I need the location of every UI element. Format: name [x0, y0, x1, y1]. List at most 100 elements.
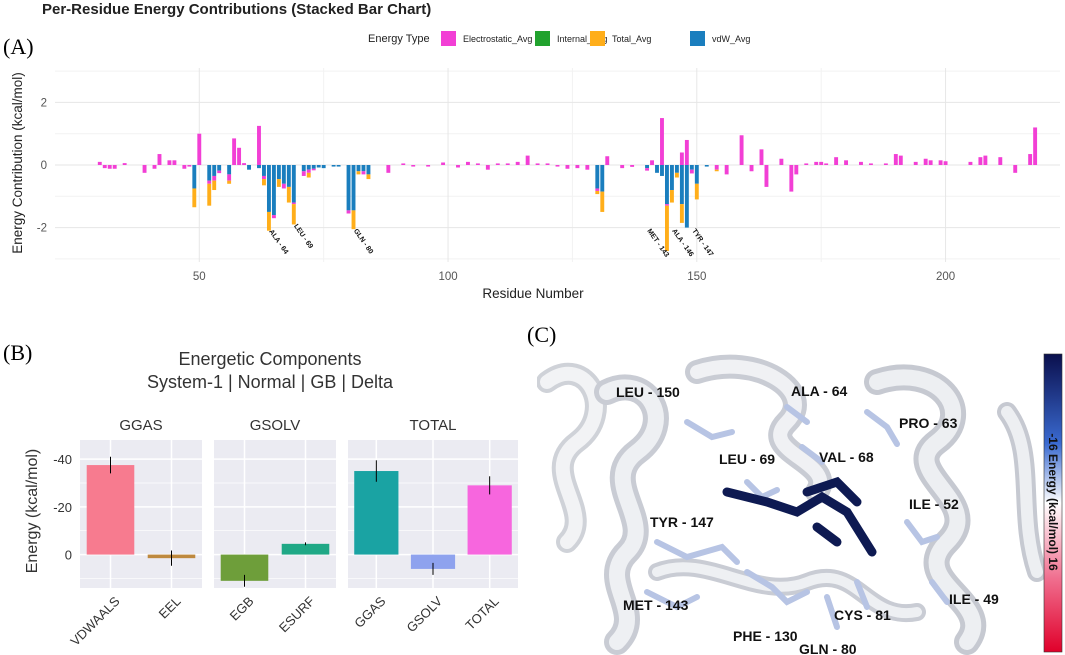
stacked-bar-segment: [266, 165, 271, 212]
stacked-bar-segment: [281, 165, 286, 184]
stacked-bar-segment: [227, 180, 232, 184]
stacked-bar-segment: [605, 156, 610, 165]
label-pro-63: PRO - 63: [899, 415, 958, 431]
stacked-bar-segment: [122, 163, 127, 165]
stacked-bar-segment: [714, 169, 719, 172]
stacked-bar-segment: [107, 165, 112, 169]
x-tick-label: 200: [936, 271, 955, 283]
legend-swatch: [590, 31, 605, 46]
stacked-bar-segment: [764, 165, 769, 187]
stacked-bar-segment: [192, 165, 197, 189]
stacked-bar-segment: [923, 158, 928, 165]
stacked-bar-segment: [968, 161, 973, 165]
stacked-bar-segment: [928, 160, 933, 165]
stacked-bar-segment: [102, 165, 107, 169]
label-phe-130: PHE - 130: [733, 628, 798, 644]
energy-bar: [410, 554, 456, 569]
facet-strip-label: TOTAL: [410, 417, 457, 434]
stacked-bar-segment: [262, 165, 266, 176]
label-ile-52: ILE - 52: [909, 496, 959, 512]
stacked-bar-segment: [192, 188, 197, 208]
stacked-bar-segment: [351, 210, 356, 230]
legend-title: Energy Type: [368, 33, 430, 45]
panel-b-label: (B): [3, 340, 33, 365]
stacked-bar-segment: [212, 165, 217, 176]
legend-swatch: [441, 31, 456, 46]
colorbar-label: -16 Energy (kcal/mol) 16: [1046, 433, 1060, 571]
stacked-bar-segment: [689, 165, 694, 170]
chart-b-facets: GGAS VDWAALS EEL GSOLV EGB ESURF TOTAL GGAS GSOL…: [53, 417, 518, 649]
stacked-bar-segment: [271, 215, 276, 219]
stacked-bar-segment: [301, 171, 306, 176]
stacked-bar-segment: [207, 180, 212, 184]
stacked-bar-segment: [595, 188, 600, 191]
x-tick-label: ESURF: [276, 593, 318, 635]
stacked-bar-segment: [356, 165, 361, 172]
residue-labels: LEU - 150 ALA - 64 PRO - 63 LEU - 69 VAL…: [616, 383, 999, 655]
stacked-bar-segment: [794, 165, 799, 175]
stacked-bar-segment: [739, 135, 744, 165]
y-tick-label: 0: [41, 160, 47, 172]
x-tick-label: TOTAL: [462, 594, 501, 633]
stacked-bar-segment: [242, 163, 247, 165]
stacked-bar-segment: [600, 191, 605, 212]
stacked-bar-segment: [262, 175, 266, 180]
stacked-bar-segment: [844, 160, 849, 165]
stacked-bar-segment: [475, 163, 480, 165]
stacked-bar-segment: [535, 163, 540, 165]
stacked-bar-segment: [749, 165, 754, 172]
stacked-bar-segment: [217, 170, 222, 174]
stacked-bar-segment: [759, 149, 764, 165]
stacked-bar-segment: [207, 165, 212, 181]
label-leu-69: LEU - 69: [719, 451, 775, 467]
stacked-bar-segment: [645, 168, 650, 171]
stacked-bar-segment: [386, 165, 391, 173]
label-cys-81: CYS - 81: [834, 607, 891, 623]
stacked-bar-segment: [834, 157, 839, 165]
stacked-bar-segment: [232, 138, 237, 165]
stacked-bar-segment: [351, 165, 356, 211]
stacked-bar-segment: [893, 154, 898, 165]
x-tick-label: EGB: [227, 594, 257, 624]
stacked-bar-segment: [515, 161, 520, 165]
legend-swatch: [535, 31, 550, 46]
stacked-bar-segment: [650, 160, 654, 165]
stacked-bar-segment: [346, 165, 351, 211]
per-residue-chart: Per-Residue Energy Contributions (Stacke…: [10, 1, 1060, 301]
stacked-bar-segment: [689, 169, 694, 174]
stacked-bar-segment: [271, 165, 276, 216]
stacked-bar-segment: [1013, 165, 1018, 173]
stacked-bar-segment: [456, 165, 460, 168]
chart-b-ylabel: Energy (kcal/mol): [24, 449, 41, 573]
stacked-bar-segment: [97, 161, 102, 165]
stacked-bar-segment: [913, 161, 918, 165]
stacked-bar-segment: [167, 160, 172, 165]
panel-a-label: (A): [3, 34, 34, 59]
stacked-bar-segment: [366, 165, 371, 175]
chart-a-axes: -2 0 2 50 100 150 200: [37, 97, 955, 283]
stacked-bar-segment: [779, 158, 784, 165]
energy-bar: [467, 485, 512, 555]
label-gln-80: GLN - 80: [799, 641, 857, 655]
stacked-bar-segment: [291, 202, 296, 205]
chart-a-xlabel: Residue Number: [482, 286, 584, 301]
energy-colorbar: [1043, 353, 1063, 653]
stacked-bar-segment: [172, 160, 177, 165]
x-tick-label: 100: [438, 271, 457, 283]
stacked-bar-segment: [665, 204, 669, 206]
stacked-bar-segment: [276, 179, 281, 187]
stacked-bar-segment: [411, 165, 416, 167]
stacked-bar-segment: [286, 165, 291, 187]
stacked-bar-segment: [276, 165, 281, 180]
chart-a-ylabel: Energy Contribution (kcal/mol): [10, 72, 25, 254]
stacked-bar-segment: [1033, 127, 1038, 165]
y-tick-label: -2: [37, 223, 47, 235]
ribbon-helices: [537, 354, 1047, 655]
stacked-bar-segment: [247, 165, 251, 170]
stacked-bar-segment: [679, 152, 684, 165]
stacked-bar-segment: [595, 190, 600, 195]
stacked-bar-segment: [824, 163, 829, 165]
stacked-bar-segment: [227, 174, 232, 181]
stacked-bar-segment: [1028, 154, 1033, 165]
label-met-143: MET - 143: [623, 597, 689, 613]
